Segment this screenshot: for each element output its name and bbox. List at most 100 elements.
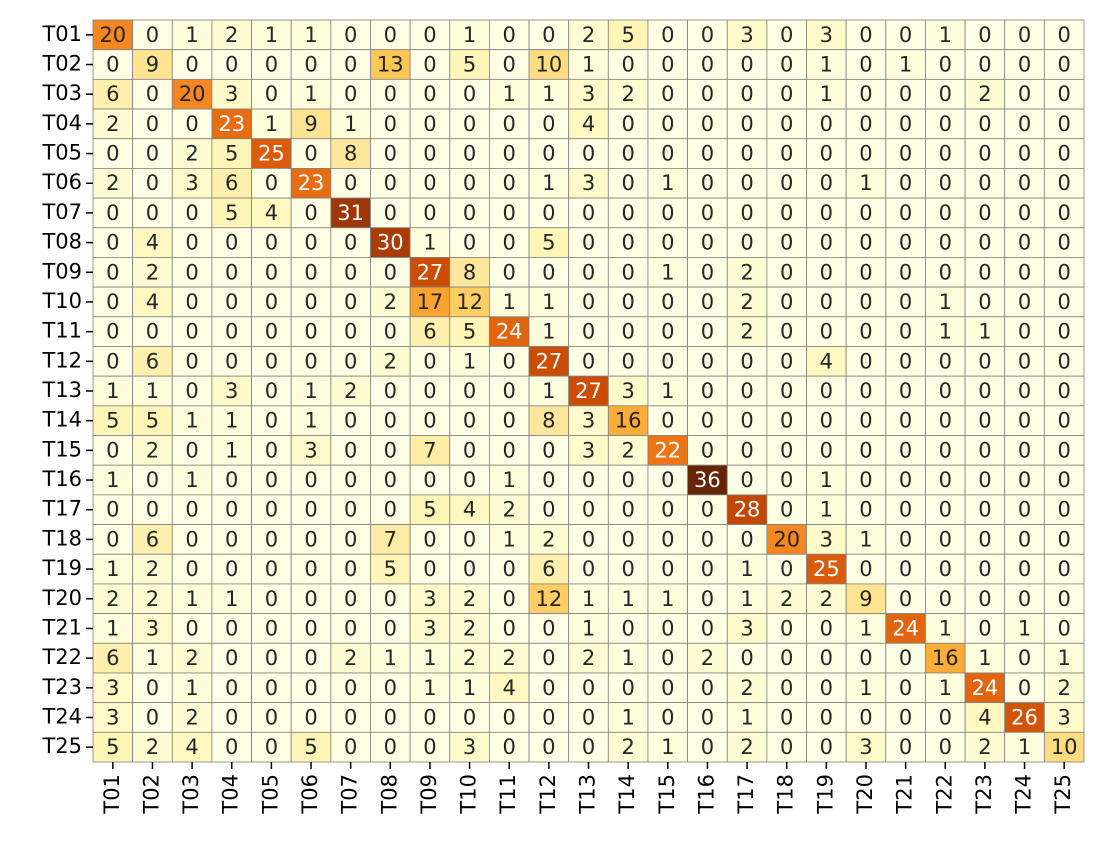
- heatmap-cell-value: 1: [225, 587, 238, 611]
- heatmap-cells: [92, 19, 1085, 763]
- heatmap-cell: [211, 553, 252, 585]
- heatmap-cell-value: 0: [661, 112, 674, 136]
- heatmap-cell-value: 27: [535, 349, 562, 373]
- heatmap-cell: [885, 524, 926, 555]
- heatmap-cell-value: 0: [1057, 498, 1070, 522]
- heatmap-cell-value: 0: [780, 201, 793, 225]
- heatmap-cell-value: 0: [344, 735, 357, 759]
- heatmap-cell-value: 0: [225, 498, 238, 522]
- heatmap-cell: [290, 553, 332, 585]
- heatmap-cell-value: 0: [463, 409, 476, 433]
- heatmap-cell-value: 1: [939, 320, 952, 344]
- heatmap-cell: [370, 108, 411, 140]
- heatmap-cell-value: 17: [417, 290, 444, 314]
- y-tick-label: T04: [41, 111, 82, 135]
- heatmap-cell: [726, 672, 768, 704]
- heatmap-cell-value: 0: [225, 616, 238, 640]
- heatmap-cell-value: 1: [740, 587, 753, 611]
- y-tick-label: T12: [41, 348, 82, 372]
- heatmap-cell-value: 0: [225, 468, 238, 492]
- heatmap-cell-value: 0: [503, 557, 516, 581]
- heatmap-cell: [607, 78, 649, 110]
- heatmap-cell: [290, 227, 332, 258]
- heatmap-cell: [806, 138, 847, 169]
- heatmap-cell-value: 0: [701, 438, 714, 462]
- heatmap-cell: [330, 702, 371, 733]
- heatmap-cell-value: 0: [978, 498, 991, 522]
- heatmap-cell-value: 0: [185, 349, 198, 373]
- heatmap-cell-value: 0: [701, 379, 714, 403]
- heatmap-cell: [330, 286, 371, 318]
- x-axis: T01 T02 T03 T04 T05 T06 T07 T08 T09 T10 T11 T12 T13 T…: [100, 762, 1075, 815]
- heatmap-cell: [1043, 613, 1085, 644]
- heatmap-cell-value: 1: [503, 527, 516, 551]
- heatmap-cell-value: 0: [899, 112, 912, 136]
- heatmap-cell-value: 0: [701, 23, 714, 47]
- heatmap-cell: [251, 464, 292, 496]
- heatmap-cell: [964, 167, 1006, 199]
- heatmap-cell: [766, 464, 807, 496]
- heatmap-cell-value: 0: [463, 438, 476, 462]
- heatmap-cell: [171, 613, 213, 644]
- heatmap-cell-value: 0: [978, 53, 991, 77]
- heatmap-cell-value: 2: [740, 290, 753, 314]
- heatmap-cell-value: 0: [582, 260, 595, 284]
- heatmap-cell-value: 2: [384, 349, 397, 373]
- heatmap-cell-value: 1: [423, 646, 436, 670]
- heatmap-cell-value: 0: [304, 320, 317, 344]
- heatmap-cell: [1043, 316, 1085, 347]
- heatmap-cell: [330, 494, 371, 525]
- heatmap-cell: [488, 553, 530, 585]
- heatmap-cell: [409, 524, 451, 555]
- heatmap-cell: [132, 316, 173, 347]
- heatmap-cell-value: 1: [621, 587, 634, 611]
- heatmap-cell: [1004, 227, 1045, 258]
- heatmap-cell-value: 8: [344, 142, 357, 166]
- heatmap-cell-value: 0: [661, 231, 674, 255]
- heatmap-cell-value: 0: [621, 557, 634, 581]
- heatmap-cell-value: 0: [1018, 53, 1031, 77]
- heatmap-cell-value: 0: [265, 82, 278, 106]
- heatmap-cell-value: 0: [1057, 409, 1070, 433]
- heatmap-cell: [687, 197, 728, 229]
- heatmap-cell: [330, 316, 371, 347]
- heatmap-cell: [845, 642, 887, 674]
- y-tick-label: T09: [41, 259, 82, 283]
- heatmap-cell: [290, 702, 332, 733]
- heatmap-cell-value: 0: [304, 349, 317, 373]
- heatmap-cell-value: 0: [582, 231, 595, 255]
- heatmap-cell-value: 0: [344, 231, 357, 255]
- heatmap-cell-value: 1: [106, 379, 119, 403]
- heatmap-cell-value: 0: [384, 142, 397, 166]
- heatmap-cell-value: 0: [701, 616, 714, 640]
- heatmap-cell-value: 0: [740, 438, 753, 462]
- y-axis: T01 T02 T03 T04 T05 T06 T07 T08 T09 T10 T11 T12 T13 T…: [41, 22, 93, 758]
- heatmap-cell: [925, 583, 966, 614]
- heatmap-cell: [1043, 494, 1085, 525]
- heatmap-cell: [251, 197, 292, 229]
- heatmap-cell: [330, 642, 371, 674]
- heatmap-cell-value: 16: [615, 409, 642, 433]
- heatmap-cell-value: 0: [701, 527, 714, 551]
- heatmap-cell: [330, 583, 371, 614]
- heatmap-cell: [370, 494, 411, 525]
- heatmap-cell-value: 0: [661, 409, 674, 433]
- heatmap-cell-value: 0: [740, 201, 753, 225]
- heatmap-cell: [251, 405, 292, 436]
- heatmap-cell: [449, 316, 490, 347]
- heatmap-cell-value: 0: [463, 527, 476, 551]
- heatmap-cell-value: 1: [1057, 646, 1070, 670]
- heatmap-cell: [370, 405, 411, 436]
- heatmap-cell-value: 0: [820, 112, 833, 136]
- heatmap-cell: [171, 524, 213, 555]
- heatmap-cell-value: 0: [939, 468, 952, 492]
- heatmap-cell-value: 0: [661, 498, 674, 522]
- heatmap-cell-value: 0: [939, 409, 952, 433]
- heatmap-cell: [211, 167, 252, 199]
- heatmap-cell-value: 1: [661, 379, 674, 403]
- heatmap-cell-value: 5: [304, 735, 317, 759]
- heatmap-cell-value: 0: [859, 112, 872, 136]
- heatmap-cell: [607, 167, 649, 199]
- heatmap-cell: [171, 138, 213, 169]
- heatmap-cell-value: 0: [304, 468, 317, 492]
